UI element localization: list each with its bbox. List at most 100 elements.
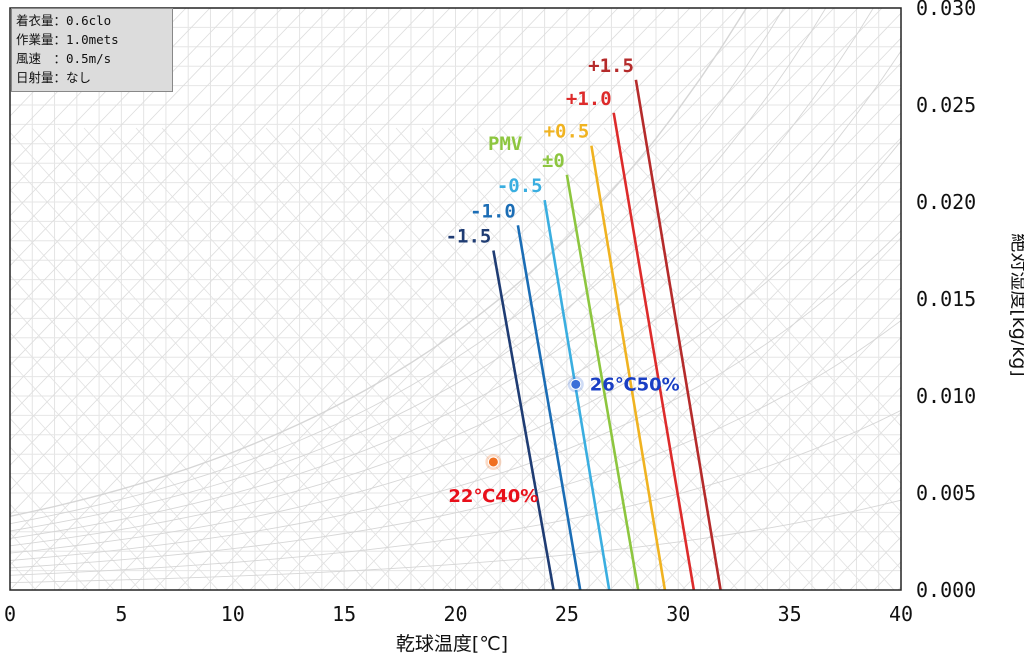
bg-enthalpy-line bbox=[753, 436, 901, 590]
bg-rh-curve bbox=[10, 50, 901, 547]
condition-air-velocity: 風速 ：0.5m/s bbox=[16, 51, 112, 66]
y-tick-label: 0.030 bbox=[916, 0, 976, 20]
bg-rh-curve bbox=[10, 230, 901, 561]
bg-enthalpy-line bbox=[801, 486, 901, 590]
pmv-label-1: -1.0 bbox=[470, 200, 516, 222]
y-tick-label: 0.020 bbox=[916, 190, 976, 214]
bg-wet-bulb-line bbox=[265, 127, 687, 590]
bg-wet-bulb-line bbox=[135, 127, 557, 590]
x-tick-label: 40 bbox=[889, 602, 913, 626]
pmv-lines bbox=[492, 79, 722, 590]
bg-wet-bulb-line bbox=[31, 127, 453, 590]
bg-wet-bulb-line bbox=[161, 127, 583, 590]
y-tick-label: 0.010 bbox=[916, 384, 976, 408]
bg-enthalpy-line bbox=[777, 461, 901, 590]
bg-enthalpy-line bbox=[10, 8, 451, 466]
bg-wet-bulb-line bbox=[10, 189, 375, 590]
condition-label: 作業量 bbox=[16, 32, 54, 47]
bg-wet-bulb-line bbox=[239, 127, 661, 590]
pmv-label-5: +1.0 bbox=[566, 88, 612, 110]
bg-enthalpy-line bbox=[10, 8, 331, 342]
condition-value: 1.0mets bbox=[66, 32, 119, 47]
bg-enthalpy-line bbox=[537, 212, 901, 590]
bg-wet-bulb-line bbox=[447, 127, 869, 590]
bg-wet-bulb-line bbox=[10, 246, 323, 590]
bg-enthalpy-line bbox=[369, 37, 901, 590]
bg-wet-bulb-line bbox=[10, 446, 141, 590]
pmv-label-6: +1.5 bbox=[588, 55, 634, 77]
bg-wet-bulb-line bbox=[10, 360, 219, 590]
bg-enthalpy-line bbox=[513, 187, 901, 590]
bg-enthalpy-line bbox=[10, 8, 499, 516]
point-label-1: 22℃40% bbox=[448, 486, 538, 507]
bg-enthalpy-line bbox=[10, 8, 307, 317]
bg-rh-curve bbox=[10, 499, 901, 584]
y-tick-label: 0.025 bbox=[916, 93, 976, 117]
point-marker-1 bbox=[487, 456, 499, 468]
condition-label: 風速 bbox=[16, 51, 54, 66]
bg-enthalpy-line bbox=[585, 262, 901, 590]
bg-enthalpy-line bbox=[10, 8, 403, 416]
bg-enthalpy-line bbox=[10, 8, 115, 117]
pmv-line-1 bbox=[516, 225, 582, 590]
pmv-line-0 bbox=[492, 250, 555, 590]
x-tick-label: 5 bbox=[115, 602, 127, 626]
point-marker-0 bbox=[570, 378, 582, 390]
pmv-line-5 bbox=[612, 112, 696, 590]
bg-enthalpy-line bbox=[10, 8, 259, 267]
bg-wet-bulb-line bbox=[83, 127, 505, 590]
bg-enthalpy-line bbox=[57, 8, 619, 590]
pmv-title: PMV bbox=[488, 133, 522, 155]
y-tick-label: 0.005 bbox=[916, 481, 976, 505]
bg-wet-bulb-line bbox=[10, 217, 349, 590]
bg-wet-bulb-line bbox=[10, 274, 297, 590]
bg-wet-bulb-line bbox=[10, 589, 11, 590]
bg-wet-bulb-line bbox=[10, 503, 89, 590]
x-axis-title: 乾球温度[℃] bbox=[396, 633, 508, 655]
x-tick-label: 10 bbox=[221, 602, 245, 626]
bg-enthalpy-line bbox=[417, 87, 901, 590]
psychrometric-background bbox=[10, 8, 901, 590]
bg-enthalpy-line bbox=[201, 8, 763, 590]
bg-enthalpy-line bbox=[10, 8, 139, 142]
bg-wet-bulb-line bbox=[57, 127, 479, 590]
condition-clothing: 着衣量：0.6clo bbox=[16, 13, 112, 28]
bg-enthalpy-line bbox=[273, 8, 835, 590]
condition-activity: 作業量：1.0mets bbox=[16, 32, 119, 47]
bg-wet-bulb-line bbox=[577, 127, 901, 484]
bg-rh-curve bbox=[10, 8, 785, 525]
bg-enthalpy-line bbox=[10, 8, 427, 441]
bg-rh-curve bbox=[10, 8, 874, 539]
y-tick-label: 0.015 bbox=[916, 287, 976, 311]
bg-enthalpy-line bbox=[10, 8, 163, 167]
bg-wet-bulb-line bbox=[10, 332, 245, 590]
bg-wet-bulb-line bbox=[109, 127, 531, 590]
bg-wet-bulb-line bbox=[10, 417, 167, 590]
bg-wet-bulb-line bbox=[213, 127, 635, 590]
bg-enthalpy-line bbox=[489, 162, 901, 590]
pmv-line-3 bbox=[565, 174, 640, 590]
bg-wet-bulb-line bbox=[421, 127, 843, 590]
pmv-labels: -1.5 -1.0 -0.5 ±0 +0.5 +1.0 +1.5 bbox=[446, 55, 634, 248]
condition-label: 着衣量 bbox=[16, 13, 54, 28]
pmv-label-3: ±0 bbox=[542, 150, 565, 172]
x-tick-label: 25 bbox=[555, 602, 579, 626]
bg-enthalpy-line bbox=[10, 8, 235, 242]
bg-rh-curve bbox=[10, 409, 901, 576]
bg-enthalpy-line bbox=[561, 237, 901, 590]
bg-enthalpy-line bbox=[177, 8, 739, 590]
bg-enthalpy-line bbox=[10, 8, 475, 491]
x-axis-ticks: 0 5 10 15 20 25 30 35 40 bbox=[4, 602, 913, 626]
condition-solar: 日射量：なし bbox=[16, 70, 92, 85]
bg-enthalpy-line bbox=[129, 8, 691, 590]
x-tick-label: 0 bbox=[4, 602, 16, 626]
bg-enthalpy-line bbox=[705, 386, 901, 590]
bg-wet-bulb-line bbox=[499, 127, 901, 570]
pmv-label-2: -0.5 bbox=[497, 175, 543, 197]
bg-rh-curve bbox=[10, 8, 748, 517]
bg-wet-bulb-line bbox=[551, 127, 901, 513]
bg-rh-curve bbox=[10, 8, 827, 532]
bg-enthalpy-line bbox=[33, 8, 595, 590]
bg-wet-bulb-line bbox=[603, 127, 901, 456]
